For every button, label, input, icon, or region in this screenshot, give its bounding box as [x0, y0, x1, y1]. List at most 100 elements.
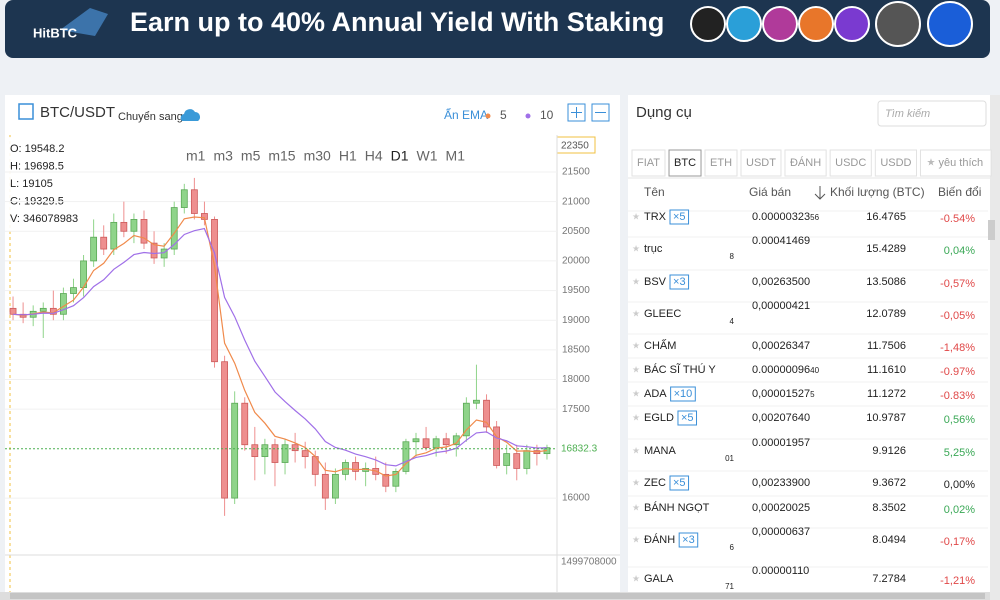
- candle-body: [382, 473, 390, 487]
- timeframe[interactable]: m30: [304, 148, 331, 164]
- candle-body: [140, 219, 148, 244]
- ema-toggle[interactable]: Ẩn EMA: [444, 107, 488, 122]
- badge: [669, 475, 690, 491]
- candle-body: [402, 441, 410, 472]
- tab[interactable]: [668, 149, 702, 177]
- row-change: -0,17%: [940, 536, 975, 548]
- page-scrollbar[interactable]: [990, 95, 1000, 600]
- column-header[interactable]: Giá bán: [749, 185, 791, 199]
- candle-body: [332, 473, 339, 499]
- zoom-out[interactable]: [591, 103, 610, 122]
- list-scroll-thumb[interactable]: [988, 220, 995, 240]
- row-price: 0.00000110: [752, 565, 809, 577]
- price-sub: 4: [730, 317, 735, 326]
- timeframe[interactable]: m3: [213, 148, 233, 164]
- row-name: GLEEC: [644, 308, 681, 320]
- row-change: -0.83%: [940, 390, 975, 402]
- row-star: ★: [632, 477, 640, 487]
- timeframe[interactable]: m5: [241, 148, 261, 164]
- tab[interactable]: [740, 149, 782, 177]
- row-volume: 11.1610: [867, 364, 906, 376]
- row-volume: 15.4289: [866, 243, 906, 255]
- row-name: ZEC: [644, 477, 666, 489]
- y-tick-label: 21000: [562, 196, 590, 207]
- column-header[interactable]: Tên: [644, 185, 665, 199]
- candle-body: [60, 293, 67, 315]
- row-price: 0,00020025: [752, 502, 810, 514]
- candle-body: [442, 438, 450, 446]
- column-header[interactable]: Biến đổi: [938, 185, 981, 199]
- row-name: GALA: [644, 573, 674, 585]
- candle-body: [261, 444, 269, 457]
- h-scroll-thumb[interactable]: [10, 593, 985, 599]
- badge: [669, 274, 690, 290]
- timeframe[interactable]: m15: [268, 148, 295, 164]
- tab[interactable]: [829, 149, 872, 177]
- timeframe[interactable]: H1: [339, 148, 357, 164]
- badge: [677, 410, 698, 426]
- tab-label: FIAT: [637, 157, 660, 169]
- edit-icon[interactable]: [18, 103, 34, 120]
- row-name: TRX: [644, 211, 667, 223]
- row-price: 0,00207640: [752, 412, 810, 424]
- tab-label: ĐÁNH: [790, 156, 821, 169]
- price-small: 5: [810, 390, 815, 399]
- tab[interactable]: [704, 149, 738, 177]
- timeframe[interactable]: W1: [417, 148, 438, 164]
- row-volume: 9.3672: [872, 477, 906, 489]
- search-box[interactable]: [877, 100, 987, 127]
- row-name: ADA: [644, 388, 667, 400]
- column-header[interactable]: Khối lượng (BTC): [830, 185, 925, 199]
- ohlc-box: [6, 137, 82, 229]
- price-small: 40: [810, 366, 819, 375]
- tab[interactable]: [631, 149, 666, 177]
- timeframe[interactable]: m1: [186, 148, 206, 164]
- row-price: 0,00001527: [752, 388, 810, 400]
- row-volume: 11.1272: [867, 388, 906, 400]
- volume-label: 1499708000: [561, 557, 617, 568]
- timeframe[interactable]: M1: [446, 148, 466, 164]
- badge-label: ×5: [673, 477, 686, 489]
- row-star: ★: [632, 211, 640, 221]
- plus: [571, 107, 582, 118]
- candle-body: [281, 444, 289, 463]
- row-price: 0.00001957: [752, 437, 810, 449]
- tab[interactable]: [874, 149, 917, 177]
- row-star: ★: [632, 445, 640, 455]
- row-change: -1,48%: [940, 342, 975, 354]
- row-volume: 12.0789: [866, 308, 906, 320]
- row-star: ★: [632, 308, 640, 318]
- candle-body: [70, 287, 77, 294]
- ema-line: [12, 227, 548, 467]
- badge-label: ×10: [674, 388, 693, 400]
- candle-body: [221, 361, 228, 499]
- timeframe[interactable]: D1: [391, 148, 409, 164]
- ema-dot: [485, 113, 491, 119]
- row-volume: 8.0494: [872, 534, 906, 546]
- candle-body: [473, 399, 480, 404]
- coin-icons: [690, 1, 973, 47]
- candle-body: [412, 438, 420, 443]
- row-star: ★: [632, 276, 640, 286]
- candle-body: [251, 444, 259, 457]
- badge-label: ×3: [682, 534, 695, 546]
- candle-body: [90, 236, 98, 262]
- switch-label[interactable]: Chuyển sang: [118, 111, 183, 123]
- search-placeholder: Tìm kiếm: [885, 108, 930, 120]
- price-sub: 71: [725, 582, 734, 591]
- cloud-icon[interactable]: [180, 109, 201, 121]
- row-change: -1,21%: [940, 575, 975, 587]
- candle-body: [150, 242, 158, 259]
- row-change: 0,00%: [944, 479, 975, 491]
- zoom-in[interactable]: [567, 103, 586, 122]
- timeframe[interactable]: H4: [365, 148, 383, 164]
- tab[interactable]: [919, 149, 992, 177]
- ohlc-value: H: 19698.5: [10, 160, 64, 172]
- row-change: -0.54%: [940, 213, 975, 225]
- y-tick-label: 16000: [562, 493, 590, 504]
- row-star: ★: [632, 412, 640, 422]
- tab[interactable]: [784, 149, 827, 177]
- last-price-label: 16832.3: [561, 443, 598, 454]
- tab-label: USDT: [746, 157, 776, 169]
- row-volume: 13.5086: [866, 276, 906, 288]
